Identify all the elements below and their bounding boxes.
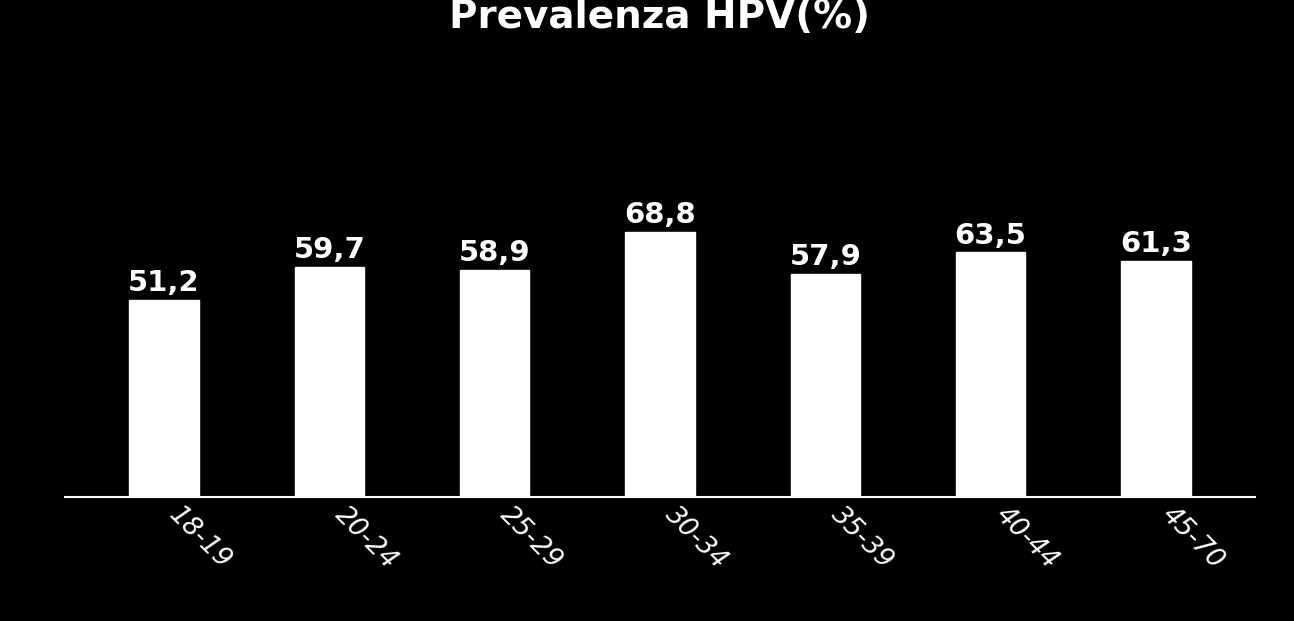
Bar	[459, 270, 529, 497]
Text: 51,2: 51,2	[128, 269, 199, 297]
Text: 58,9: 58,9	[459, 239, 531, 267]
Bar	[625, 232, 695, 497]
Bar	[1122, 261, 1190, 497]
Title: Prevalenza HPV(%): Prevalenza HPV(%)	[449, 0, 871, 37]
Bar	[129, 300, 199, 497]
Bar	[295, 267, 364, 497]
Text: 61,3: 61,3	[1121, 230, 1192, 258]
Bar	[791, 274, 861, 497]
Text: 59,7: 59,7	[294, 236, 365, 265]
Text: 57,9: 57,9	[789, 243, 862, 271]
Bar	[956, 252, 1025, 497]
Text: 63,5: 63,5	[955, 222, 1026, 250]
Text: 68,8: 68,8	[624, 201, 696, 229]
